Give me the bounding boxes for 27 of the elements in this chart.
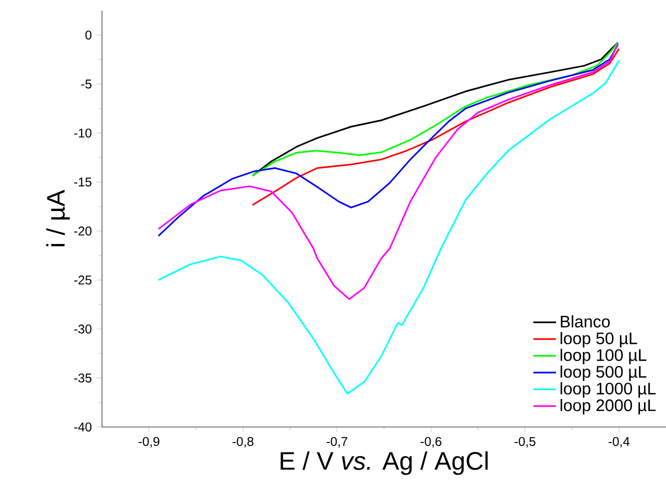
x-tick-label: -0,4 bbox=[608, 437, 630, 448]
y-tick-label: -30 bbox=[74, 324, 92, 334]
x-tick-label: -0,8 bbox=[232, 437, 254, 448]
legend-label: Blanco bbox=[560, 315, 610, 328]
x-axis-title: E / V vs. Ag / AgCl bbox=[280, 451, 488, 475]
legend-label: loop 100 µL bbox=[560, 348, 646, 364]
line-series bbox=[252, 42, 619, 176]
y-tick-label: -40 bbox=[74, 422, 92, 432]
legend-label: loop 1000 µL bbox=[560, 382, 656, 398]
line-series bbox=[158, 42, 619, 300]
y-tick-label: -15 bbox=[74, 178, 92, 186]
y-tick-label: -20 bbox=[74, 226, 92, 236]
y-tick-label: -35 bbox=[74, 374, 92, 382]
line-series bbox=[158, 44, 619, 237]
legend-label: loop 50 µL bbox=[560, 332, 638, 348]
legend-label: loop 500 µL bbox=[560, 365, 646, 382]
y-tick-label: -10 bbox=[74, 128, 92, 138]
y-tick-label: -25 bbox=[74, 276, 92, 285]
x-tick-label: -0,5 bbox=[514, 437, 536, 448]
x-tick-label: -0,7 bbox=[326, 437, 348, 448]
y-axis-title: i / µA bbox=[46, 190, 70, 246]
x-tick-label: -0,6 bbox=[420, 437, 442, 448]
line-series bbox=[252, 48, 620, 206]
x-tick-label: -0,9 bbox=[138, 437, 160, 448]
y-tick-label: 0 bbox=[85, 30, 92, 40]
y-tick-label: -5 bbox=[81, 80, 92, 88]
legend-label: loop 2000 µL bbox=[560, 398, 656, 415]
